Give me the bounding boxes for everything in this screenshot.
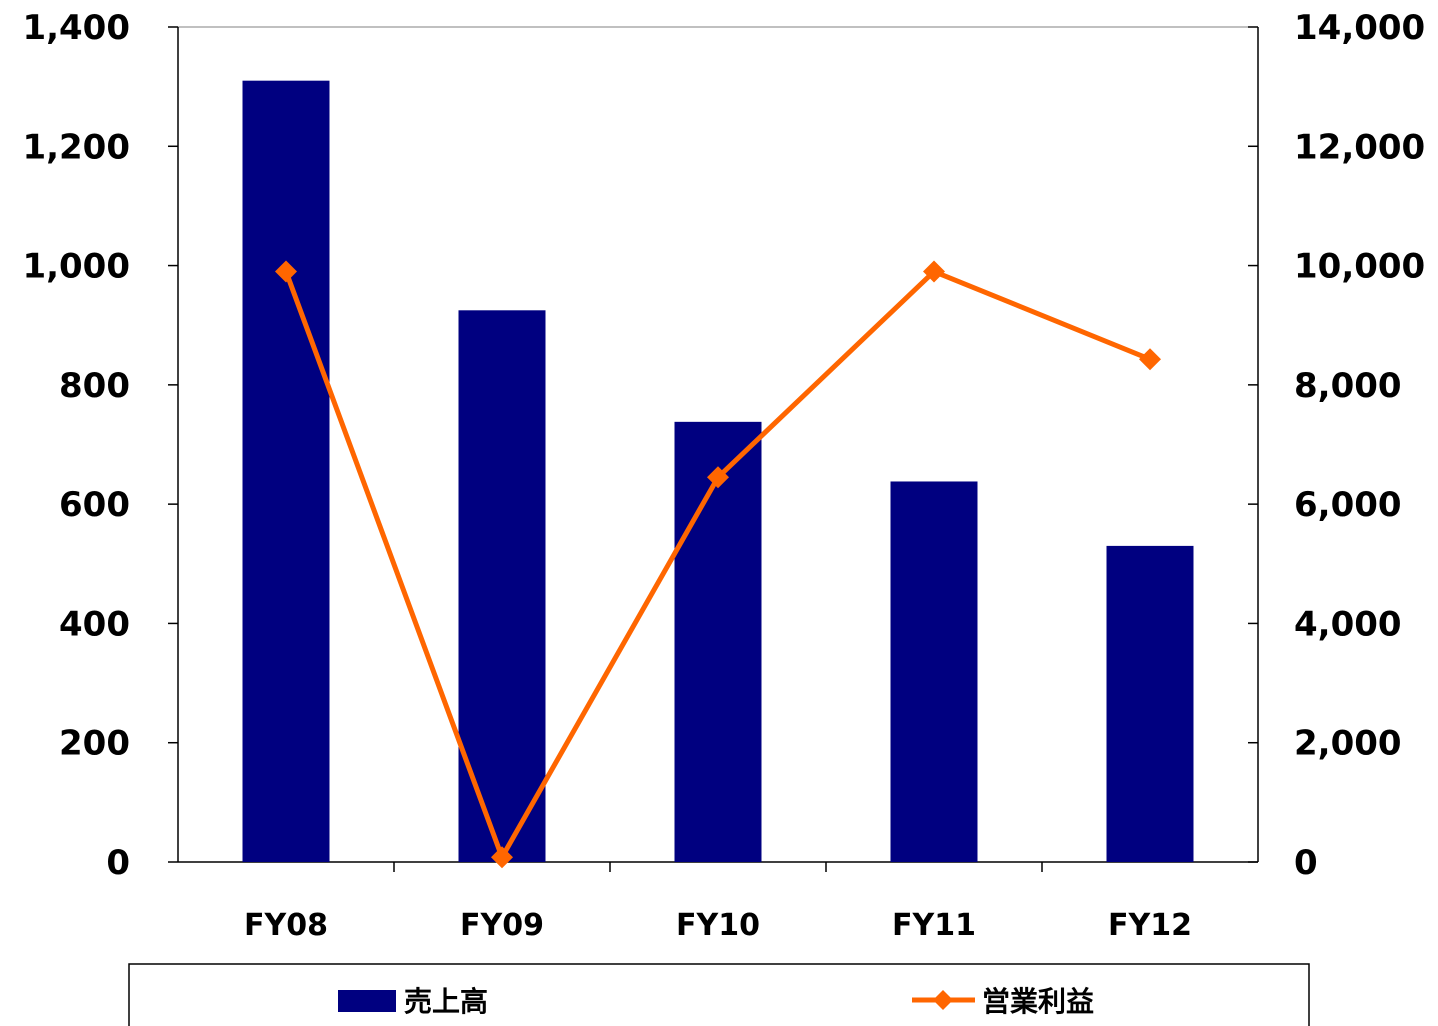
line-point: [491, 846, 513, 869]
line-series: [275, 260, 1161, 869]
category-label: FY12: [1108, 908, 1192, 943]
right-tick-label: 2,000: [1294, 724, 1402, 764]
left-tick-label: 200: [59, 724, 130, 764]
legend-label: 営業利益: [982, 985, 1094, 1018]
left-tick-label: 400: [59, 604, 130, 644]
bar-series: [242, 80, 1194, 862]
legend-line-marker: [933, 990, 953, 1010]
right-tick-label: 4,000: [1294, 604, 1402, 644]
right-tick-label: 6,000: [1294, 485, 1402, 525]
right-tick-label: 14,000: [1294, 8, 1425, 48]
category-label: FY10: [676, 908, 760, 943]
category-label: FY11: [892, 908, 976, 943]
legend: 売上高 営業利益: [128, 963, 1310, 1026]
legend-box: [128, 963, 1310, 1026]
category-label: FY08: [244, 908, 328, 943]
bar: [890, 481, 978, 862]
line-point: [275, 260, 297, 283]
right-tick-label: 12,000: [1294, 127, 1425, 167]
legend-bar-swatch: [338, 990, 396, 1012]
right-tick-label: 8,000: [1294, 366, 1402, 406]
right-axis-ticks: 0 2,000 4,000 6,000 8,000 10,000 12,000 14,000: [1248, 8, 1425, 883]
bar: [242, 80, 330, 862]
legend-label: 売上高: [404, 985, 488, 1018]
left-tick-label: 1,000: [22, 247, 130, 287]
bar: [1106, 545, 1194, 862]
line-point: [707, 466, 729, 489]
left-tick-label: 800: [59, 366, 130, 406]
left-tick-label: 600: [59, 485, 130, 525]
left-axis-ticks: 0 200 400 600 800 1,000 1,200 1,400: [22, 8, 178, 883]
right-tick-label: 0: [1294, 843, 1318, 883]
right-tick-label: 10,000: [1294, 247, 1425, 287]
left-tick-label: 1,200: [22, 127, 130, 167]
category-label: FY09: [460, 908, 544, 943]
line-point: [1139, 348, 1161, 371]
bar: [674, 421, 762, 862]
line-point: [923, 260, 945, 283]
category-labels: FY08 FY09 FY10 FY11 FY12: [244, 908, 1192, 943]
left-tick-label: 1,400: [22, 8, 130, 48]
left-tick-label: 0: [106, 843, 130, 883]
bar: [458, 310, 546, 862]
